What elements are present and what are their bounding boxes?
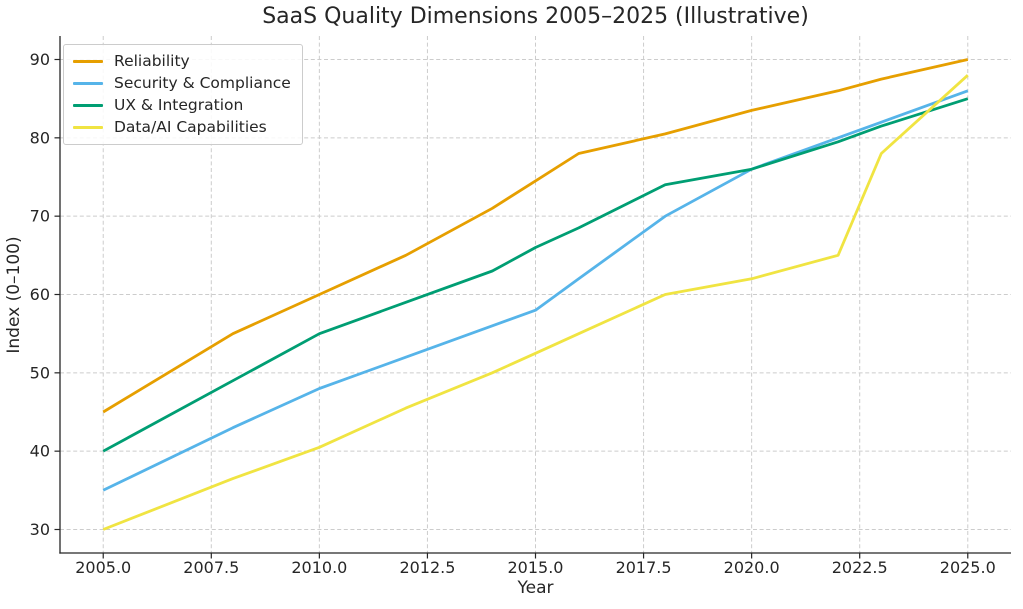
- y-tick-label: 70: [30, 207, 50, 226]
- x-tick-label: 2010.0: [291, 558, 347, 577]
- legend-item-ux-integration: UX & Integration: [73, 96, 291, 115]
- x-tick-label: 2025.0: [940, 558, 996, 577]
- y-tick-label: 80: [30, 128, 50, 147]
- legend-label: Security & Compliance: [114, 74, 291, 92]
- legend-line-swatch: [73, 126, 103, 129]
- legend-item-security-compliance: Security & Compliance: [73, 74, 291, 93]
- y-tick-label: 30: [30, 520, 50, 539]
- y-tick-label: 90: [30, 50, 50, 69]
- chart-title: SaaS Quality Dimensions 2005–2025 (Illus…: [262, 4, 809, 29]
- legend-label: Data/AI Capabilities: [114, 118, 267, 136]
- series-line-2: [102, 97, 969, 453]
- legend-line-swatch: [73, 82, 103, 85]
- legend-line-swatch: [73, 104, 103, 107]
- series-line-1: [102, 89, 969, 492]
- legend-label: UX & Integration: [114, 96, 244, 114]
- y-tick-label: 60: [30, 285, 50, 304]
- legend-line-swatch: [73, 60, 103, 63]
- x-tick-label: 2020.0: [724, 558, 780, 577]
- legend: Reliability Security & Compliance UX & I…: [63, 44, 303, 145]
- y-tick-label: 50: [30, 363, 50, 382]
- x-tick-label: 2022.5: [832, 558, 888, 577]
- y-tick-label: 40: [30, 442, 50, 461]
- series-line-3: [102, 74, 969, 531]
- x-tick-label: 2017.5: [616, 558, 672, 577]
- legend-item-reliability: Reliability: [73, 52, 291, 71]
- legend-item-data-ai: Data/AI Capabilities: [73, 118, 291, 137]
- legend-label: Reliability: [114, 52, 190, 70]
- x-tick-label: 2015.0: [508, 558, 564, 577]
- y-axis-label: Index (0–100): [4, 236, 24, 354]
- x-tick-label: 2005.0: [75, 558, 131, 577]
- x-axis-label: Year: [517, 578, 554, 598]
- x-tick-label: 2012.5: [399, 558, 455, 577]
- x-tick-label: 2007.5: [183, 558, 239, 577]
- series-line-0: [102, 58, 969, 414]
